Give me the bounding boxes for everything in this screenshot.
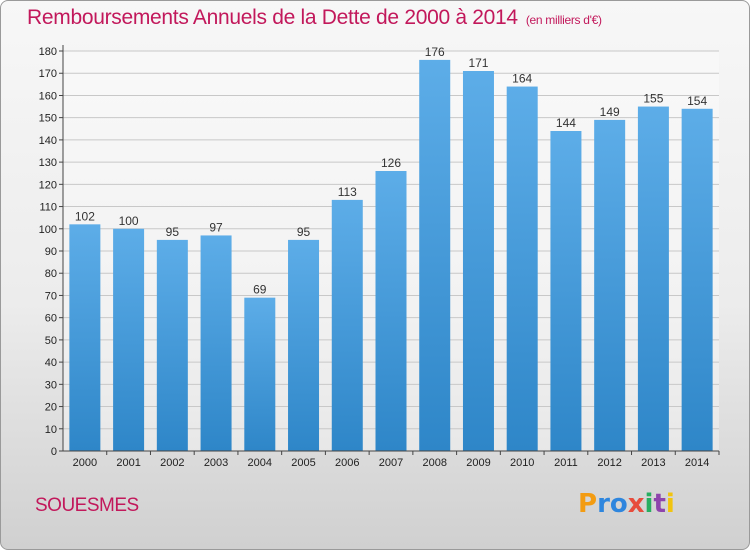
y-tick-label: 110 xyxy=(39,202,57,214)
x-tick-label: 2009 xyxy=(466,457,490,469)
value-label: 69 xyxy=(253,283,267,297)
x-tick-label: 2008 xyxy=(422,457,446,469)
bar xyxy=(506,86,538,452)
x-tick-label: 2002 xyxy=(160,457,184,469)
bar xyxy=(419,59,451,452)
bar xyxy=(200,235,232,451)
bar xyxy=(331,199,363,451)
y-tick-label: 90 xyxy=(45,246,57,258)
y-tick-label: 140 xyxy=(39,135,57,147)
bar xyxy=(681,108,713,452)
logo-letter: P xyxy=(578,489,598,519)
bar xyxy=(288,239,320,451)
chart-title-text: Remboursements Annuels de la Dette de 20… xyxy=(27,6,518,29)
y-tick-label: 40 xyxy=(45,357,57,369)
x-tick-label: 2014 xyxy=(685,457,709,469)
chart-title: Remboursements Annuels de la Dette de 20… xyxy=(27,6,602,30)
y-tick-label: 100 xyxy=(39,224,57,236)
x-tick-label: 2010 xyxy=(510,457,534,469)
y-tick-label: 80 xyxy=(45,268,57,280)
x-tick-label: 2001 xyxy=(116,457,140,469)
x-tick-label: 2004 xyxy=(248,457,272,469)
value-label: 154 xyxy=(687,94,707,108)
value-label: 97 xyxy=(209,220,223,234)
logo-letter: x xyxy=(627,489,645,519)
x-tick-label: 2003 xyxy=(204,457,228,469)
bar xyxy=(637,106,669,452)
y-tick-label: 50 xyxy=(45,335,57,347)
x-tick-label: 2000 xyxy=(73,457,97,469)
x-tick-label: 2013 xyxy=(641,457,665,469)
x-tick-label: 2005 xyxy=(291,457,315,469)
y-tick-label: 30 xyxy=(45,379,57,391)
logo-letter: o xyxy=(609,489,628,519)
logo-letter: t xyxy=(653,489,666,519)
value-label: 113 xyxy=(338,185,357,199)
value-label: 102 xyxy=(75,209,95,223)
value-label: 100 xyxy=(119,214,139,228)
value-label: 149 xyxy=(600,105,620,119)
bar xyxy=(69,224,101,451)
value-label: 164 xyxy=(512,72,532,86)
value-label: 171 xyxy=(468,56,488,70)
proxiti-logo: Proxiti xyxy=(578,489,675,519)
y-tick-label: 60 xyxy=(45,313,57,325)
bar xyxy=(113,228,145,451)
chart-unit: (en milliers d'€) xyxy=(525,13,602,27)
commune-name: SOUESMES xyxy=(35,495,139,516)
bar xyxy=(594,119,626,451)
value-label: 95 xyxy=(166,225,180,239)
y-tick-label: 160 xyxy=(39,90,57,102)
value-label: 144 xyxy=(556,116,576,130)
bar xyxy=(244,297,276,451)
bar xyxy=(462,71,494,451)
y-tick-label: 120 xyxy=(39,179,57,191)
x-tick-label: 2007 xyxy=(379,457,403,469)
bar xyxy=(375,171,407,451)
y-tick-label: 0 xyxy=(51,446,57,458)
value-label: 95 xyxy=(297,225,311,239)
logo-letter: r xyxy=(597,489,610,519)
logo-letter: i xyxy=(644,489,654,519)
y-tick-label: 150 xyxy=(39,113,57,125)
y-tick-label: 170 xyxy=(39,68,57,80)
y-tick-label: 20 xyxy=(45,402,57,414)
x-tick-label: 2012 xyxy=(597,457,621,469)
logo-letter: i xyxy=(665,489,675,519)
y-tick-label: 180 xyxy=(39,46,57,58)
bar xyxy=(156,239,188,451)
value-label: 155 xyxy=(643,92,663,106)
y-tick-label: 130 xyxy=(39,157,57,169)
x-tick-label: 2011 xyxy=(554,457,578,469)
bar xyxy=(550,131,582,451)
x-tick-label: 2006 xyxy=(335,457,359,469)
y-tick-label: 10 xyxy=(45,424,57,436)
value-label: 176 xyxy=(425,45,445,59)
value-label: 126 xyxy=(381,156,401,170)
y-tick-label: 70 xyxy=(45,290,57,302)
